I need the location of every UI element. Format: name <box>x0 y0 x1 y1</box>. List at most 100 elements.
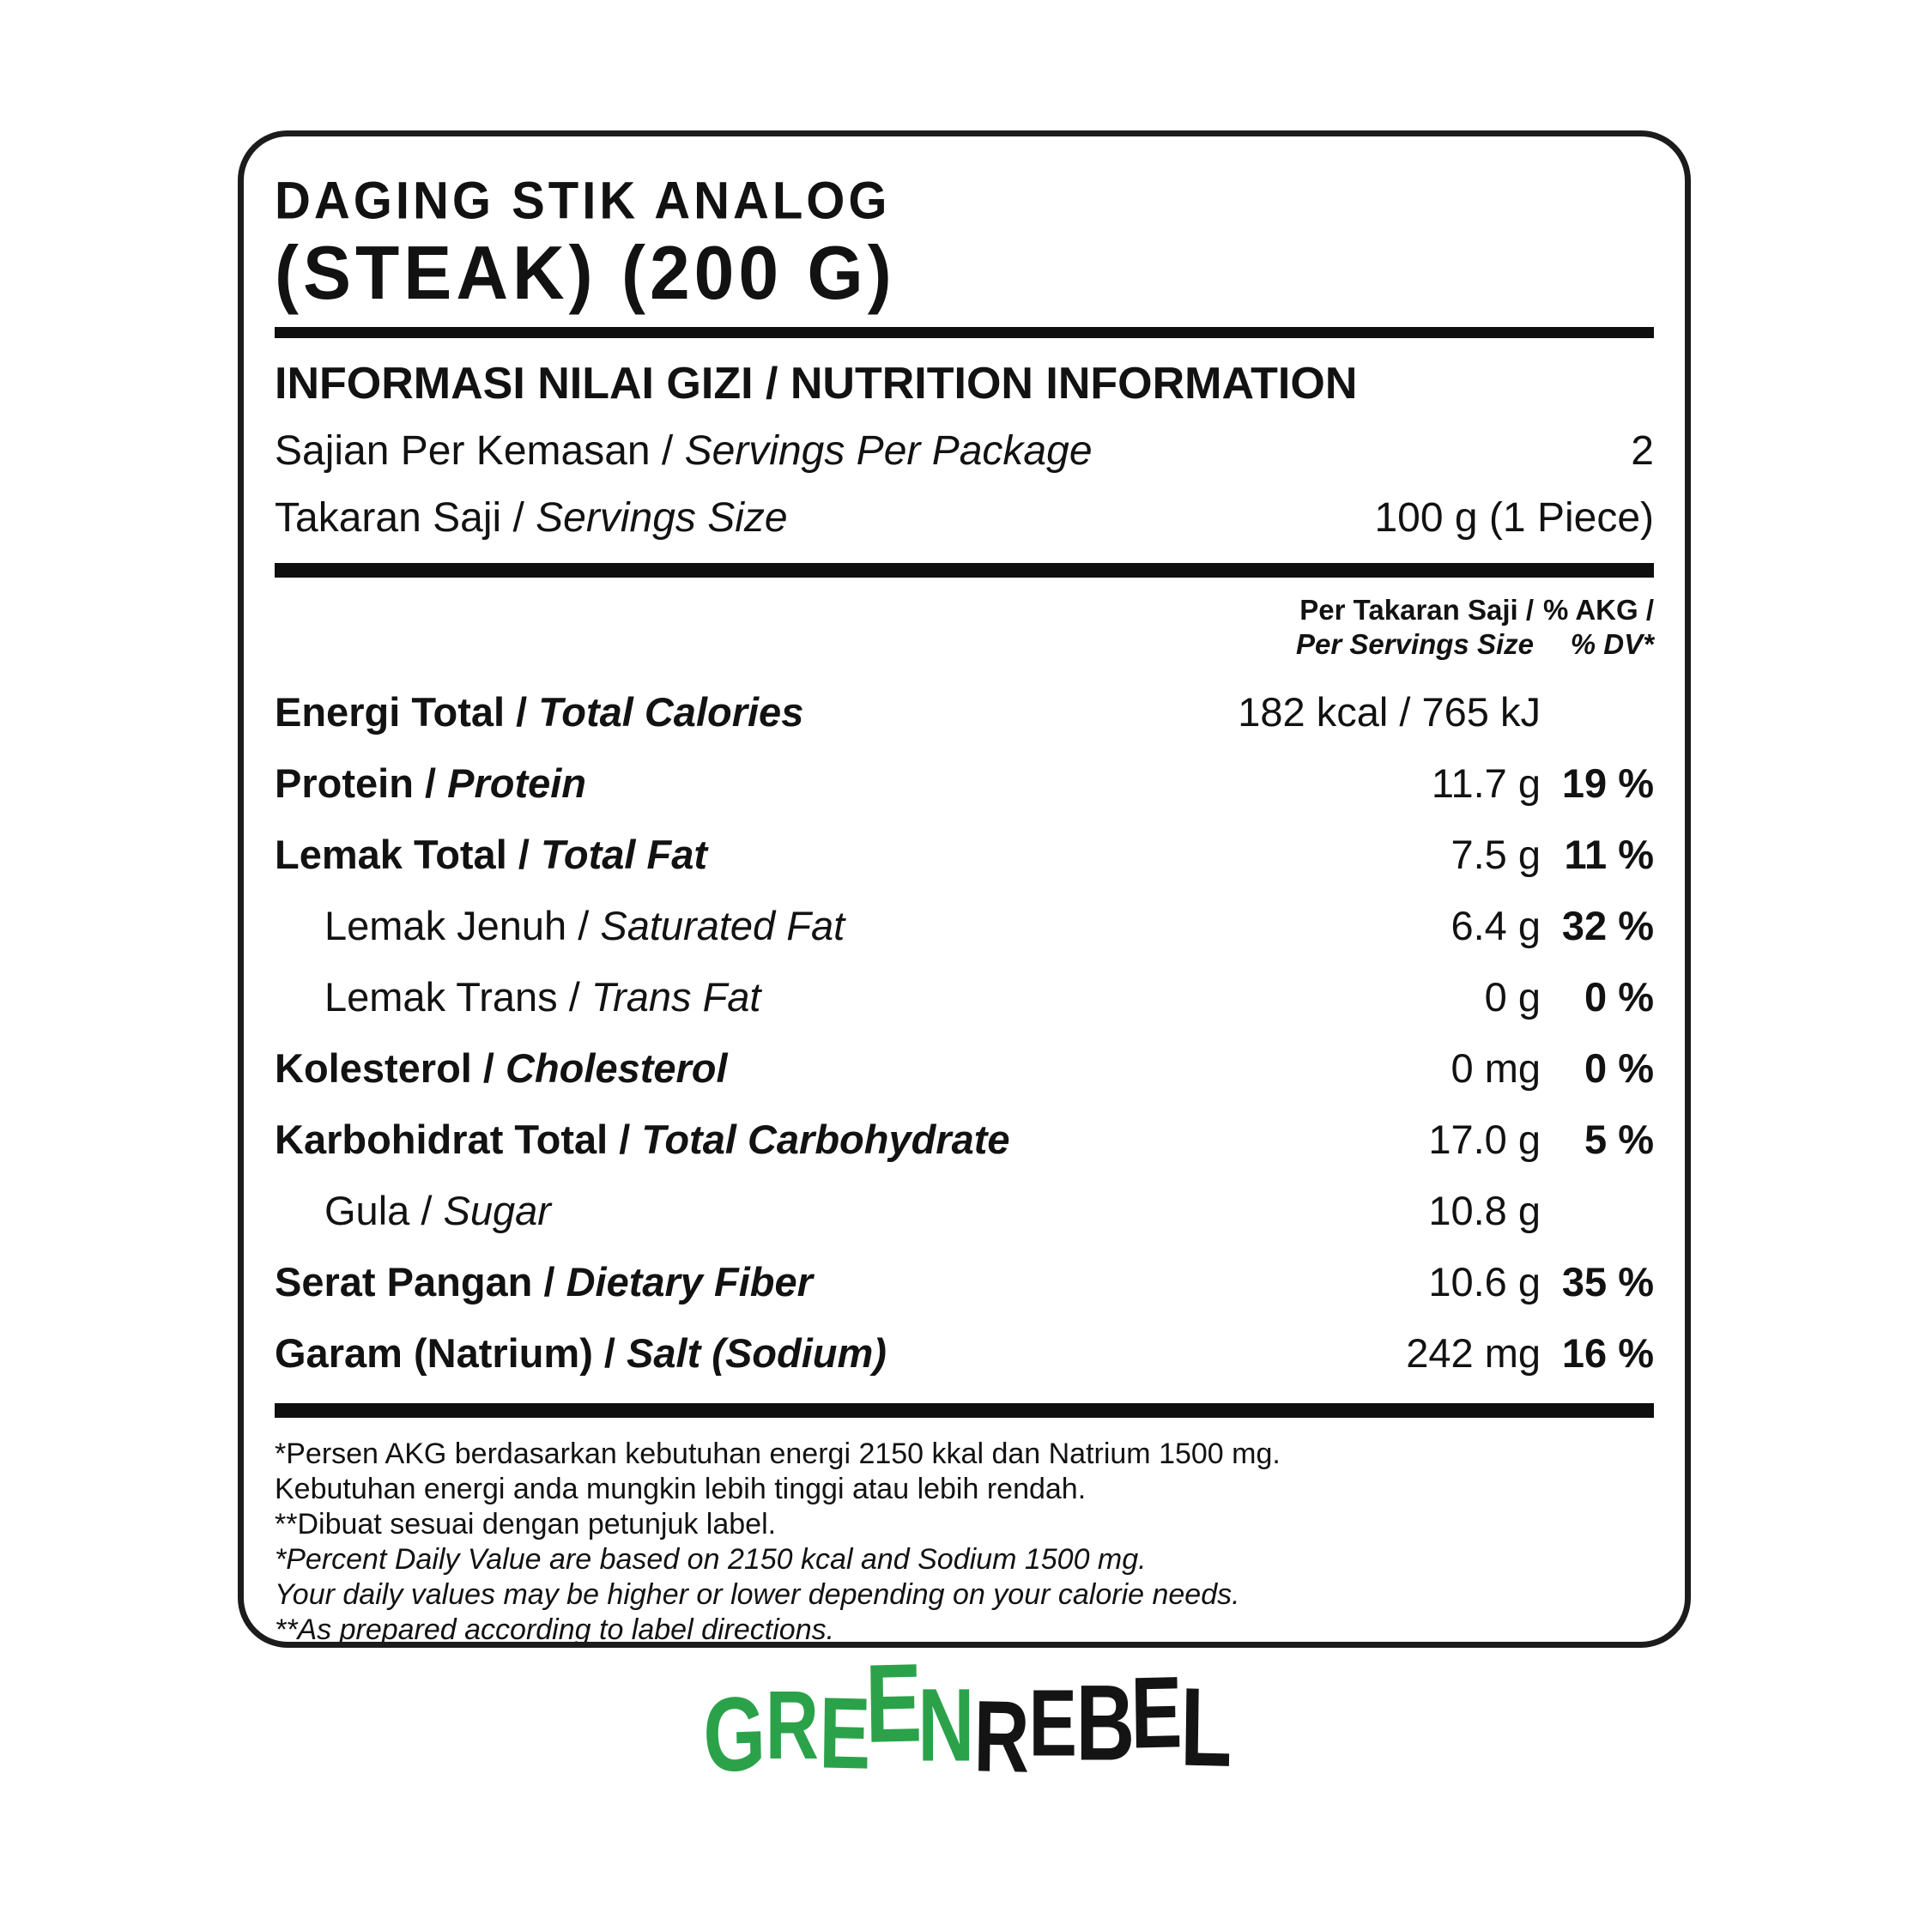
serving-size-label: Takaran Saji / Servings Size <box>275 494 1374 542</box>
nutrient-label-id: Lemak Total <box>275 832 507 877</box>
nutrient-label-id: Protein <box>275 760 414 806</box>
nutrient-label-en: Total Carbohydrate <box>641 1117 1010 1162</box>
nutrient-dv: 0 % <box>1584 1045 1654 1091</box>
nutrient-label-en: Salt (Sodium) <box>627 1330 887 1376</box>
serving-size-label-id: Takaran Saji <box>275 495 502 541</box>
nutrient-label-separator: / <box>471 1045 506 1091</box>
nutrient-dv: 0 % <box>1584 974 1654 1020</box>
nutrient-label: Lemak Jenuh / Saturated Fat <box>275 905 1451 947</box>
nutrient-label-separator: / <box>505 689 539 735</box>
serving-size-row: Takaran Saji / Servings Size 100 g (1 Pi… <box>275 494 1654 542</box>
nutrient-amount: 10.6 g <box>1428 1259 1541 1304</box>
servings-per-package-label-en: Servings Per Package <box>684 428 1093 474</box>
divider-table-bottom <box>275 1403 1654 1418</box>
table-row: Protein / Protein 11.7 g 19 % <box>275 762 1654 805</box>
footnote-line: **As prepared according to label directi… <box>275 1613 835 1646</box>
nutrient-label: Kolesterol / Cholesterol <box>275 1047 1451 1090</box>
nutrient-label-separator: / <box>413 760 448 806</box>
nutrient-label-en: Sugar <box>443 1188 551 1233</box>
nutrient-dv: 16 % <box>1561 1330 1654 1376</box>
nutrient-amount: 0 g <box>1484 974 1541 1020</box>
column-header-amount-line2: Per Servings Size <box>1296 628 1534 660</box>
servings-per-package-row: Sajian Per Kemasan / Servings Per Packag… <box>275 427 1654 475</box>
nutrient-amount: 0 mg <box>1451 1045 1541 1091</box>
nutrition-rows: Energi Total / Total Calories 182 kcal /… <box>275 691 1654 1375</box>
brand-logo: GREENREBEL <box>623 1641 1310 1795</box>
logo-letter: E <box>1027 1670 1076 1777</box>
logo-letter: N <box>918 1668 974 1783</box>
logo-letter: E <box>863 1640 921 1767</box>
table-row: Serat Pangan / Dietary Fiber 10.6 g 35 % <box>275 1261 1654 1304</box>
footnote-line: *Percent Daily Value are based on 2150 k… <box>275 1543 1147 1576</box>
table-row: Garam (Natrium) / Salt (Sodium) 242 mg 1… <box>275 1332 1654 1375</box>
servings-per-package-label: Sajian Per Kemasan / Servings Per Packag… <box>275 427 1631 475</box>
nutrient-label-en: Total Calories <box>538 689 804 735</box>
footnotes-id: *Persen AKG berdasarkan kebutuhan energi… <box>275 1437 1654 1542</box>
nutrient-label-en: Total Fat <box>540 832 708 877</box>
nutrient-label-separator: / <box>506 832 541 877</box>
footnotes: *Persen AKG berdasarkan kebutuhan energi… <box>275 1437 1654 1646</box>
footnote-line: **Dibuat sesuai dengan petunjuk label. <box>275 1508 777 1541</box>
nutrient-label-en: Trans Fat <box>591 974 761 1020</box>
table-row: Karbohidrat Total / Total Carbohydrate 1… <box>275 1118 1654 1161</box>
table-row: Kolesterol / Cholesterol 0 mg 0 % <box>275 1047 1654 1090</box>
nutrient-label: Protein / Protein <box>275 762 1432 805</box>
divider-table-top <box>275 563 1654 578</box>
nutrient-label-en: Cholesterol <box>506 1045 728 1091</box>
serving-size-value: 100 g (1 Piece) <box>1374 495 1654 541</box>
column-header-dv-line2: % DV* <box>1570 628 1654 660</box>
nutrient-amount: 6.4 g <box>1451 903 1541 948</box>
product-title-line1: DAGING STIK ANALOG <box>275 171 891 231</box>
nutrient-dv: 19 % <box>1561 760 1654 806</box>
nutrient-label: Energi Total / Total Calories <box>275 691 1238 734</box>
logo-letter: G <box>701 1674 766 1795</box>
divider-top <box>275 327 1654 338</box>
nutrient-label-id: Lemak Trans <box>324 974 558 1020</box>
nutrient-label-id: Gula <box>324 1188 410 1233</box>
table-row: Lemak Jenuh / Saturated Fat 6.4 g 32 % <box>275 905 1654 947</box>
nutrient-label-en: Dietary Fiber <box>566 1259 813 1304</box>
nutrition-label-box: DAGING STIK ANALOG (STEAK) (200 G) INFOR… <box>238 130 1691 1648</box>
nutrient-amount: 242 mg <box>1406 1330 1541 1376</box>
label-separator: / <box>501 495 536 541</box>
table-row: Gula / Sugar 10.8 g <box>275 1189 1654 1232</box>
nutrient-label-en: Saturated Fat <box>600 903 845 948</box>
nutrient-label: Karbohidrat Total / Total Carbohydrate <box>275 1118 1428 1161</box>
nutrient-dv: 5 % <box>1584 1117 1654 1162</box>
nutrient-label: Lemak Total / Total Fat <box>275 833 1451 876</box>
column-header-amount: Per Takaran Saji / Per Servings Size <box>1296 593 1534 662</box>
logo-letter: E <box>1130 1656 1182 1771</box>
column-header-dv-line1: % AKG / <box>1543 594 1654 626</box>
nutrition-heading: INFORMASI NILAI GIZI / NUTRITION INFORMA… <box>275 359 1358 409</box>
nutrient-label-separator: / <box>592 1330 627 1376</box>
footnote-line: Your daily values may be higher or lower… <box>275 1578 1240 1611</box>
logo-letter: B <box>1075 1662 1135 1783</box>
nutrient-label-separator: / <box>566 903 601 948</box>
servings-per-package-label-id: Sajian Per Kemasan <box>275 428 651 474</box>
column-header-dv: % AKG / % DV* <box>1534 593 1654 662</box>
brand-logo-inner: GREENREBEL <box>702 1641 1231 1795</box>
table-header-spacer <box>275 593 1296 662</box>
nutrient-label-separator: / <box>409 1188 444 1233</box>
logo-black: REBEL <box>972 1656 1231 1794</box>
label-separator: / <box>650 428 685 474</box>
nutrient-label: Lemak Trans / Trans Fat <box>275 976 1485 1019</box>
nutrient-label-id: Lemak Jenuh <box>324 903 567 948</box>
logo-letter: L <box>1178 1664 1231 1791</box>
logo-letter: E <box>818 1676 870 1791</box>
nutrient-label-separator: / <box>557 974 591 1020</box>
footnote-line: *Persen AKG berdasarkan kebutuhan energi… <box>275 1438 1281 1470</box>
table-row: Energi Total / Total Calories 182 kcal /… <box>275 691 1654 734</box>
nutrient-label-id: Energi Total <box>275 689 506 735</box>
nutrient-dv: 11 % <box>1564 832 1654 877</box>
nutrient-label-en: Protein <box>447 760 587 806</box>
product-title-group: DAGING STIK ANALOG (STEAK) (200 G) <box>275 171 1654 313</box>
table-row: Lemak Trans / Trans Fat 0 g 0 % <box>275 976 1654 1019</box>
nutrient-label-id: Kolesterol <box>275 1045 472 1091</box>
nutrient-label: Gula / Sugar <box>275 1189 1428 1232</box>
nutrient-label: Serat Pangan / Dietary Fiber <box>275 1261 1428 1304</box>
nutrient-label-id: Garam (Natrium) <box>275 1330 593 1376</box>
nutrient-dv: 32 % <box>1561 903 1654 948</box>
nutrient-amount: 7.5 g <box>1451 832 1541 877</box>
nutrient-label-id: Karbohidrat Total <box>275 1117 609 1162</box>
